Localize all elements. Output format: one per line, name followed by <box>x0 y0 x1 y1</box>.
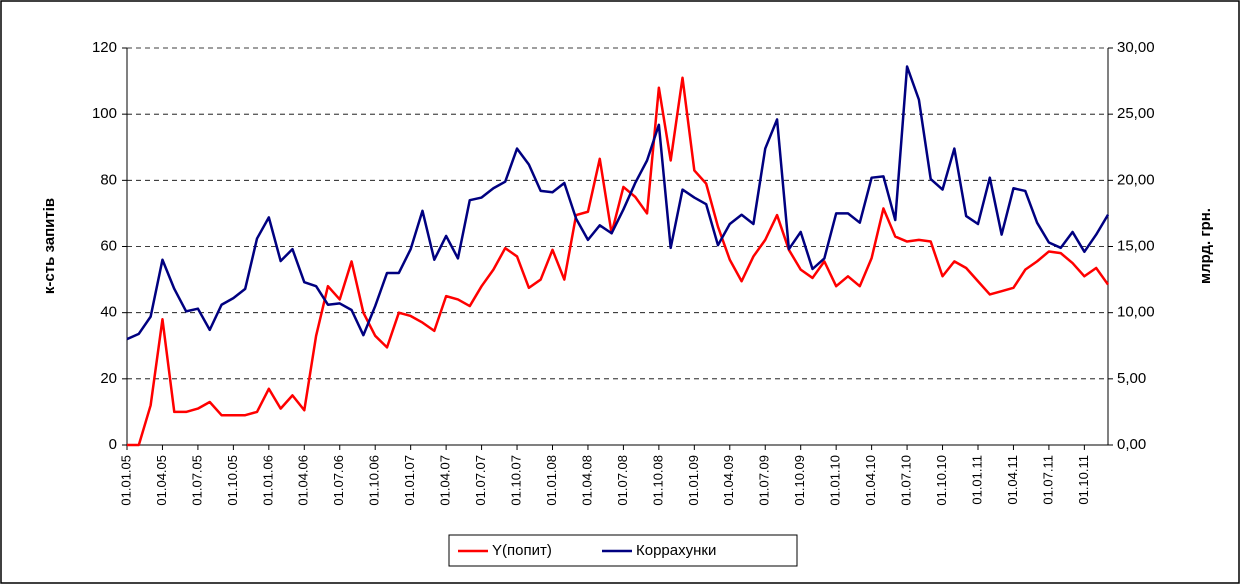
y-tick-label: 40 <box>100 304 117 321</box>
x-tick-label: 01.04.05 <box>154 455 169 506</box>
y2-tick-label: 25,00 <box>1117 105 1155 122</box>
x-tick-label: 01.10.05 <box>225 455 240 506</box>
series-line <box>127 76 1110 447</box>
x-tick-label: 01.01.11 <box>969 455 984 505</box>
x-tick-label: 01.07.07 <box>473 455 488 506</box>
x-tick-label: 01.04.07 <box>438 455 453 506</box>
x-tick-label: 01.04.09 <box>721 455 736 506</box>
y2-tick-label: 15,00 <box>1117 237 1155 254</box>
x-tick-label: 01.10.08 <box>650 455 665 506</box>
x-tick-label: 01.10.10 <box>934 455 949 506</box>
x-tick-label: 01.10.06 <box>367 455 382 506</box>
x-tick-label: 01.01.06 <box>260 455 275 506</box>
y2-axis-title: млрд. грн. <box>1197 208 1214 284</box>
x-tick-label: 01.04.10 <box>863 455 878 506</box>
y2-tick-label: 0,00 <box>1117 436 1146 453</box>
series-line <box>126 65 1110 341</box>
y2-tick-label: 20,00 <box>1117 171 1155 188</box>
y-tick-label: 20 <box>100 370 117 387</box>
x-tick-label: 01.10.09 <box>792 455 807 506</box>
x-tick-label: 01.01.08 <box>544 455 559 506</box>
x-tick-label: 01.01.07 <box>402 455 417 506</box>
y-axis-title: к-сть запитів <box>41 198 58 294</box>
x-tick-label: 01.10.07 <box>508 455 523 506</box>
x-tick-label: 01.04.11 <box>1005 455 1020 505</box>
x-tick-label: 01.01.10 <box>828 455 843 506</box>
legend-label: Коррахунки <box>636 542 716 559</box>
y2-tick-label: 30,00 <box>1117 39 1155 56</box>
x-tick-label: 01.10.11 <box>1076 455 1091 505</box>
y-tick-label: 100 <box>92 105 117 122</box>
x-tick-label: 01.04.06 <box>296 455 311 506</box>
x-tick-label: 01.07.08 <box>615 455 630 506</box>
x-tick-label: 01.07.11 <box>1040 455 1055 505</box>
x-tick-label: 01.07.05 <box>189 455 204 506</box>
x-tick-label: 01.07.06 <box>331 455 346 506</box>
x-tick-label: 01.01.09 <box>686 455 701 506</box>
y-tick-label: 80 <box>100 171 117 188</box>
x-tick-label: 01.07.09 <box>757 455 772 506</box>
x-tick-label: 01.01.05 <box>118 455 133 506</box>
y-tick-label: 60 <box>100 237 117 254</box>
y-tick-label: 0 <box>109 436 117 453</box>
legend-label: Y(попит) <box>492 542 552 559</box>
y-tick-label: 120 <box>92 39 117 56</box>
x-tick-label: 01.07.10 <box>899 455 914 506</box>
y2-tick-label: 10,00 <box>1117 304 1155 321</box>
x-tick-label: 01.04.08 <box>579 455 594 506</box>
y2-tick-label: 5,00 <box>1117 370 1146 387</box>
